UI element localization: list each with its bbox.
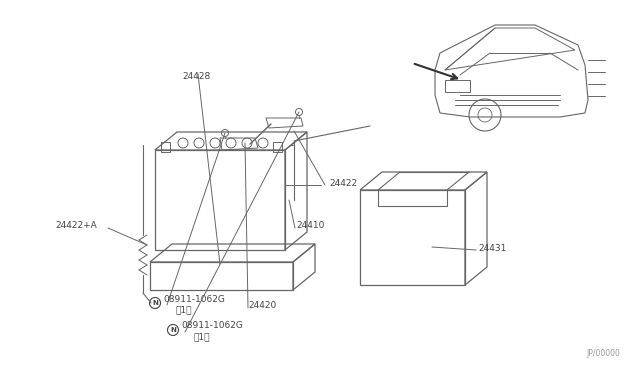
Text: 24428: 24428 bbox=[182, 71, 210, 80]
Text: 24422: 24422 bbox=[329, 179, 357, 187]
Bar bbox=[273, 142, 282, 152]
Bar bbox=[161, 142, 170, 152]
Text: 〈1〉: 〈1〉 bbox=[175, 305, 191, 314]
Text: N: N bbox=[170, 327, 176, 333]
Bar bbox=[445, 80, 470, 92]
Text: 24422+A: 24422+A bbox=[55, 221, 97, 230]
Text: JP/00000: JP/00000 bbox=[586, 349, 620, 358]
Text: 08911-1062G: 08911-1062G bbox=[181, 321, 243, 330]
Text: 24410: 24410 bbox=[296, 221, 324, 230]
Text: 24431: 24431 bbox=[478, 244, 506, 253]
Text: N: N bbox=[152, 300, 158, 306]
Text: 〈1〉: 〈1〉 bbox=[193, 333, 209, 341]
Text: 24420: 24420 bbox=[248, 301, 276, 310]
Text: 08911-1062G: 08911-1062G bbox=[163, 295, 225, 304]
